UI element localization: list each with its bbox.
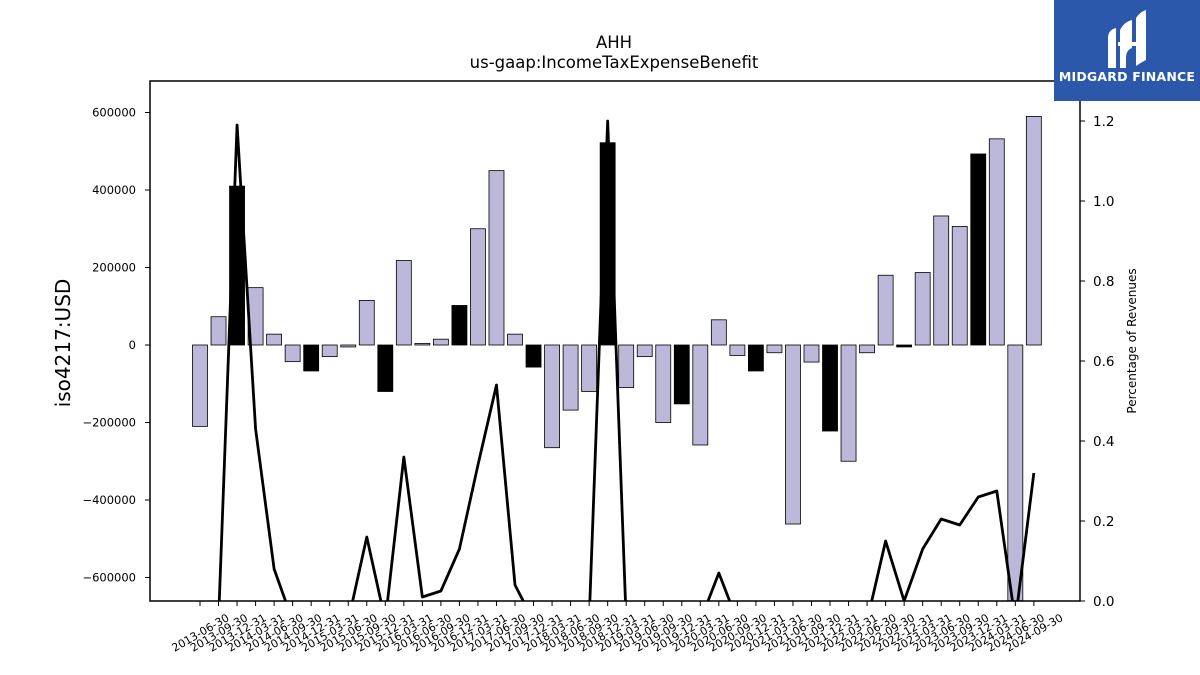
y-tick-label: 600000: [92, 106, 136, 120]
bar-2016-09-30: [432, 338, 449, 346]
y2-tick-label: 1.0: [1093, 194, 1114, 210]
brand-logo: MIDGARD FINANCE: [1054, 0, 1200, 101]
bar-2015-12-31: [377, 344, 394, 392]
y-tick-label: −600000: [82, 571, 136, 585]
y2-axis: 0.0 0.2 0.4 0.6 0.8 1.0 1.2: [1080, 114, 1114, 610]
bar-2019-12-31: [673, 344, 690, 405]
bar-2019-09-30: [655, 344, 672, 423]
y2-tick-label: 0.0: [1093, 594, 1114, 610]
midgard-logo-icon: [1108, 10, 1146, 68]
bar-2022-06-30: [859, 344, 875, 354]
y-axis-label: iso4217:USD: [51, 279, 75, 408]
bar-2017-12-31: [525, 344, 542, 368]
bar-2023-03-31: [914, 272, 931, 346]
bar-2024-09-30: [1025, 115, 1042, 346]
y2-axis-label: Percentage of Revenues: [1125, 268, 1139, 413]
bar-2021-12-31: [822, 344, 838, 432]
y-tick-label: 0: [129, 338, 136, 352]
bar-2022-03-31: [840, 344, 857, 462]
bar-2019-06-30: [636, 344, 653, 358]
chart-title: AHH: [596, 33, 632, 52]
plot-frame: [149, 80, 1081, 602]
bar-2020-03-31: [692, 344, 709, 446]
bar-2018-03-31: [544, 344, 560, 449]
y-tick-label: −200000: [82, 416, 136, 430]
y2-tick-label: 0.8: [1093, 274, 1114, 290]
bar-2017-06-30: [488, 170, 505, 346]
y2-tick-label: 0.6: [1093, 354, 1114, 370]
bar-2018-09-30: [581, 344, 598, 392]
bar-2020-09-30: [729, 344, 746, 356]
bar-2020-06-30: [710, 319, 727, 346]
bar-2021-09-30: [803, 344, 820, 363]
bar-2020-12-31: [748, 344, 764, 372]
bar-2021-03-31: [766, 344, 783, 354]
bar-2017-03-31: [470, 228, 486, 346]
bar-2015-06-30: [340, 344, 357, 348]
y-axis: −600000 −400000 −200000 0 200000 400000 600000: [82, 106, 150, 585]
bar-2023-12-31: [970, 153, 987, 346]
bar-2016-12-31: [451, 305, 468, 346]
percentage-line-group: [217, 119, 1036, 601]
bar-2014-12-31: [303, 344, 320, 372]
bar-2024-06-30: [1007, 344, 1024, 602]
chart-subtitle: us-gaap:IncomeTaxExpenseBenefit: [470, 53, 759, 72]
bar-2013-09-30: [210, 316, 227, 346]
bar-2016-03-31: [395, 260, 412, 346]
y2-tick-label: 0.4: [1093, 434, 1114, 450]
y2-tick-label: 1.2: [1093, 114, 1114, 130]
bar-2019-03-31: [618, 344, 635, 389]
bar-2021-06-30: [785, 344, 801, 525]
y-tick-label: −400000: [82, 493, 136, 507]
bar-2014-06-30: [266, 333, 283, 346]
bar-group: [192, 115, 1042, 602]
bar-2018-06-30: [562, 344, 579, 411]
y2-tick-label: 0.2: [1093, 514, 1114, 530]
percentage-of-revenues-line: [217, 119, 1036, 601]
x-axis: 2013-06-302013-09-302013-12-312014-03-31…: [170, 601, 1065, 655]
y-tick-label: 400000: [92, 183, 136, 197]
bar-2016-06-30: [414, 343, 431, 346]
bar-2013-06-30: [192, 344, 208, 427]
bar-2024-03-31: [988, 138, 1005, 346]
bar-2022-09-30: [877, 274, 894, 346]
bar-2023-06-30: [933, 215, 950, 346]
bar-2023-09-30: [951, 226, 968, 346]
logo-text: MIDGARD FINANCE: [1058, 69, 1196, 84]
bar-2022-12-31: [896, 344, 913, 348]
bar-2014-09-30: [284, 344, 301, 363]
bar-2015-03-31: [321, 344, 338, 358]
bar-2017-09-30: [507, 333, 523, 346]
bar-2015-09-30: [358, 300, 375, 346]
y-tick-label: 200000: [92, 261, 136, 275]
